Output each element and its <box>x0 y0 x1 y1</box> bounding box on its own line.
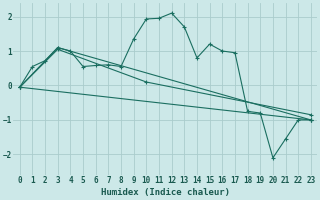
X-axis label: Humidex (Indice chaleur): Humidex (Indice chaleur) <box>101 188 230 197</box>
